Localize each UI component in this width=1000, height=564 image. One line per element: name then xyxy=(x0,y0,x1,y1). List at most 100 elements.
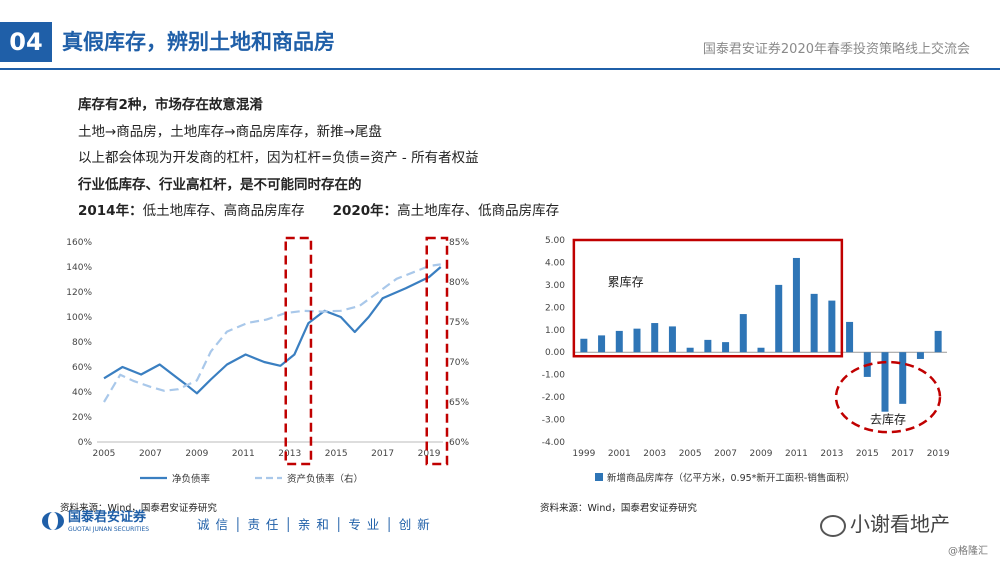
bar-1999 xyxy=(580,338,588,353)
x-tick-label: 2011 xyxy=(232,449,255,459)
x-tick-label: 2015 xyxy=(856,449,879,459)
x-tick-label: 2013 xyxy=(278,449,301,459)
x-tick-label: 2017 xyxy=(891,449,914,459)
legend-label-asset-liability: 资产负债率（右） xyxy=(287,473,363,485)
y-left-tick-label: 0% xyxy=(78,438,93,448)
y-right-tick-label: 70% xyxy=(449,358,469,368)
year-2014-text: 低土地库存、高商品房库存 xyxy=(142,203,305,219)
legend-label-net-debt: 净负债率 xyxy=(172,473,211,485)
y-tick-label: 2.00 xyxy=(545,303,565,313)
x-tick-label: 2019 xyxy=(418,449,441,459)
x-tick-label: 2017 xyxy=(371,449,394,459)
bar-2001 xyxy=(615,330,623,353)
wechat-icon xyxy=(820,514,846,537)
leverage-line-chart: 0% 20% 40% 60% 80% 100% 120% 140% 160% 60% 65% 70% 7… xyxy=(66,236,469,485)
bar-2000 xyxy=(598,335,606,353)
y-left-tick-label: 140% xyxy=(66,263,92,273)
bar-2008 xyxy=(739,314,747,353)
y-left-tick-label: 20% xyxy=(72,413,92,423)
bar-2010 xyxy=(775,284,783,353)
x-tick-label: 2009 xyxy=(750,449,773,459)
bar-2018 xyxy=(916,352,924,359)
y-left-tick-label: 100% xyxy=(66,313,92,323)
y-left-tick-label: 160% xyxy=(66,238,92,248)
bar-2013 xyxy=(828,300,836,353)
bar-2004 xyxy=(668,326,676,353)
bar-2019 xyxy=(934,330,942,353)
x-tick-label: 2011 xyxy=(785,449,808,459)
bar-2006 xyxy=(704,339,712,353)
x-tick-label: 2019 xyxy=(927,449,950,459)
accumulation-box xyxy=(572,238,844,358)
left-source-note: 资料来源：Wind，国泰君安证券研究 xyxy=(60,503,217,514)
bar-2012 xyxy=(810,293,818,353)
bullet-line-4: 行业低库存、行业高杠杆，是不可能同时存在的 xyxy=(78,176,362,193)
watermark: 小谢看地产 xyxy=(820,508,950,537)
bar-2011 xyxy=(792,257,800,353)
y-left-tick-label: 80% xyxy=(72,338,92,348)
bar-2017 xyxy=(899,352,907,404)
y-right-tick-label: 85% xyxy=(449,238,469,248)
watermark-text: 小谢看地产 xyxy=(850,512,950,536)
highlight-box-2020 xyxy=(425,236,449,466)
bar-2016 xyxy=(881,352,889,412)
y-right-tick-label: 60% xyxy=(449,438,469,448)
y-tick-label: -1.00 xyxy=(542,371,566,381)
asset-liability-ratio-line xyxy=(103,263,441,403)
company-logo: 国泰君安证券 GUOTAI JUNAN SECURITIES xyxy=(40,508,220,534)
year-2014-label: 2014年： xyxy=(78,203,143,219)
y-tick-label: -2.00 xyxy=(542,393,566,403)
x-tick-label: 2009 xyxy=(185,449,208,459)
inventory-chart-panel: 5.00 4.00 3.00 2.00 1.00 0.00 -1.00 -2.00 -3.00 -… xyxy=(535,228,965,500)
accumulation-label: 累库存 xyxy=(608,274,644,289)
inventory-bar-chart: 5.00 4.00 3.00 2.00 1.00 0.00 -1.00 -2.00 -3.00 -… xyxy=(542,236,950,484)
bar-2005 xyxy=(686,347,694,353)
bar-2002 xyxy=(633,328,641,353)
bar-2007 xyxy=(722,342,730,353)
logo-english: GUOTAI JUNAN SECURITIES xyxy=(68,526,149,533)
highlight-box-2014 xyxy=(284,236,313,466)
bullet-line-1: 库存有2种，市场存在故意混淆 xyxy=(78,97,263,113)
year-2020-label: 2020年： xyxy=(332,203,398,219)
x-tick-label: 2007 xyxy=(139,449,162,459)
x-tick-label: 2005 xyxy=(93,449,116,459)
right-source-note: 资料来源：Wind，国泰君安证券研究 xyxy=(540,503,697,514)
company-slogan: 诚 信 │ 责 任 │ 亲 和 │ 专 业 │ 创 新 xyxy=(197,517,431,532)
year-2020-text: 高土地库存、低商品房库存 xyxy=(397,203,560,219)
legend-swatch-inventory xyxy=(595,473,603,481)
bullet-line-5: 2014年：低土地库存、高商品房库存 2020年：高土地库存、低商品房库存 xyxy=(78,198,559,225)
bar-2014 xyxy=(846,321,854,353)
y-tick-label: 1.00 xyxy=(545,326,565,336)
x-tick-label: 2013 xyxy=(820,449,843,459)
y-right-tick-label: 75% xyxy=(449,318,469,328)
bullet-text-block: 库存有2种，市场存在故意混淆 土地→商品房，土地库存→商品房库存，新推→尾盘 以… xyxy=(78,92,559,225)
leverage-chart-panel: 0% 20% 40% 60% 80% 100% 120% 140% 160% 60% 65% 70% 7… xyxy=(55,228,485,500)
section-number: 04 xyxy=(0,22,52,62)
credit-text: @格隆汇 xyxy=(948,546,988,557)
bar-2009 xyxy=(757,347,765,353)
destocking-label: 去库存 xyxy=(870,412,906,427)
x-tick-label: 2003 xyxy=(643,449,666,459)
header-divider xyxy=(0,68,1000,70)
y-tick-label: -4.00 xyxy=(542,438,566,448)
y-right-tick-label: 80% xyxy=(449,278,469,288)
x-tick-label: 2005 xyxy=(679,449,702,459)
y-tick-label: -3.00 xyxy=(542,416,566,426)
y-left-tick-label: 120% xyxy=(66,288,92,298)
slide-title: 真假库存，辨别土地和商品房 xyxy=(62,30,335,54)
y-left-tick-label: 60% xyxy=(72,363,92,373)
x-tick-label: 2001 xyxy=(608,449,631,459)
slide-subtitle: 国泰君安证券2020年春季投资策略线上交流会 xyxy=(702,42,970,57)
bar-2003 xyxy=(651,323,659,353)
logo-text: 国泰君安证券 xyxy=(68,509,147,525)
x-tick-label: 2007 xyxy=(714,449,737,459)
y-tick-label: 0.00 xyxy=(545,348,565,358)
y-tick-label: 4.00 xyxy=(545,258,565,268)
y-left-tick-label: 40% xyxy=(72,388,92,398)
x-tick-label: 1999 xyxy=(572,449,595,459)
bullet-line-2: 土地→商品房，土地库存→商品房库存，新推→尾盘 xyxy=(78,123,382,140)
y-tick-label: 5.00 xyxy=(545,236,565,246)
slide-header: 04 真假库存，辨别土地和商品房 国泰君安证券2020年春季投资策略线上交流会 xyxy=(0,0,1000,80)
x-tick-label: 2015 xyxy=(325,449,348,459)
y-right-tick-label: 65% xyxy=(449,398,469,408)
